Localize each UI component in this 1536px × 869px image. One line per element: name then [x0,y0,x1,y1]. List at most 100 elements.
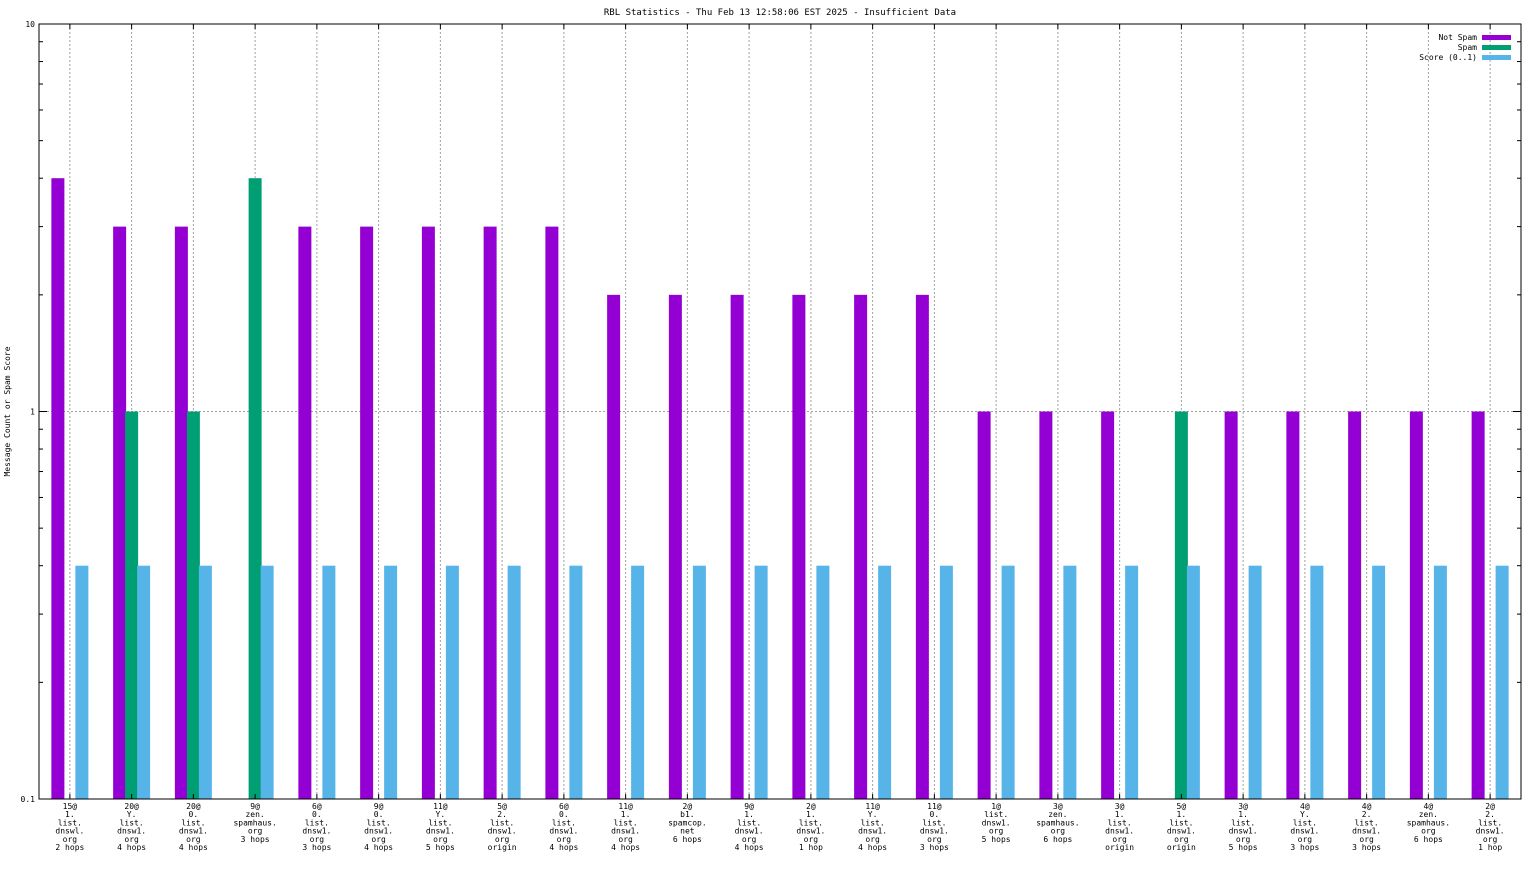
x-tick-label-line: dnsw1. [549,827,578,836]
x-tick-label-line: dnsw1. [611,827,640,836]
x-tick-label-line: list. [120,818,144,827]
x-tick-label-line: Y. [1300,810,1310,819]
x-tick-label-line: 2. [1362,810,1372,819]
bar-spam [125,411,139,799]
x-tick-label-line: dnsw1. [1229,827,1258,836]
x-tick-label-line: dnsw1. [179,827,208,836]
x-tick-label-line: org [618,835,633,844]
x-tick-label-line: org [557,835,572,844]
bar-not-spam [977,411,991,799]
x-tick-label-line: origin [1105,843,1134,852]
x-tick-label-line: list. [1355,818,1379,827]
bar-score-0-1 [384,565,398,799]
x-tick-label-line: dnsw1. [1290,827,1319,836]
x-tick-label-line: 2@ [1485,802,1495,811]
x-tick-label-line: 2@ [683,802,693,811]
bar-score-0-1 [569,565,583,799]
bar-not-spam [668,294,682,799]
x-tick-label-line: dnsw1. [302,827,331,836]
bar-not-spam [1409,411,1423,799]
x-tick-label-line: list. [737,818,761,827]
x-tick-label-line: list. [1478,818,1502,827]
x-tick-label: 4@ 2. list. dnsw1. org 3 hops [1352,802,1381,852]
x-tick-label-line: 0. [559,810,569,819]
x-tick-label: 15@ 1. list. dnswl. org 2 hops [55,802,84,852]
bar-score-0-1 [692,565,706,799]
x-tick-label-line: dnsw1. [796,827,825,836]
bar-not-spam [113,226,127,800]
x-tick-label-line: list. [305,818,329,827]
x-tick-label-line: 9@ [374,802,384,811]
bar-not-spam [1224,411,1238,799]
bar-score-0-1 [1125,565,1139,799]
x-tick-label-line: 3 hops [1290,843,1319,852]
x-tick-label-line: 20@ [186,802,201,811]
x-tick-label-line: 2. [1485,810,1495,819]
x-tick-label: 20@ 0. list. dnsw1. org 4 hops [179,802,208,852]
bar-not-spam [483,226,497,800]
x-tick-label-line: 3 hops [1352,843,1381,852]
bar-not-spam [792,294,806,799]
bar-score-0-1 [260,565,274,799]
x-tick-label-line: org [310,835,325,844]
x-tick-label-line: 4 hops [735,843,764,852]
x-tick-label-line: 1. [1115,810,1125,819]
x-tick-label-line: 0. [189,810,199,819]
legend-swatch [1482,55,1511,60]
bar-spam [248,178,262,799]
x-tick-label-line: 0. [312,810,322,819]
x-tick-label-line: 3 hops [241,835,270,844]
bar-not-spam [915,294,929,799]
x-tick-label-line: 1 hop [799,843,823,852]
x-tick-label-line: list. [181,818,205,827]
x-tick-label-line: zen. [245,810,264,819]
bar-not-spam [298,226,312,800]
bar-score-0-1 [507,565,521,799]
x-tick-label: 4@ Y. list. dnsw1. org 3 hops [1290,802,1319,852]
x-tick-label-line: 4 hops [364,843,393,852]
bar-spam [186,411,200,799]
bar-not-spam [51,178,65,799]
x-tick-label-line: dnsw1. [364,827,393,836]
x-tick-label-line: 1. [1238,810,1248,819]
x-tick-label-line: 3@ [1053,802,1063,811]
x-tick-label: 6@ 0. list. dnsw1. org 3 hops [302,802,331,852]
x-tick-label-line: org [1236,835,1251,844]
x-tick-label: 20@ Y. list. dnsw1. org 4 hops [117,802,146,852]
x-tick-label-line: 1. [1177,810,1187,819]
bar-spam [1174,411,1188,799]
x-tick-label-line: dnsw1. [735,827,764,836]
x-tick-label: 5@ 1. list. dnsw1. org origin [1167,802,1196,852]
x-tick-label-line: 3 hops [920,843,949,852]
bar-score-0-1 [1495,565,1509,799]
bar-not-spam [1101,411,1115,799]
x-tick-label-line: dnsw1. [1352,827,1381,836]
bar-not-spam [1286,411,1300,799]
x-tick-label-line: dnsw1. [1105,827,1134,836]
x-tick-label-line: org [1483,835,1498,844]
x-tick-label-line: dnsw1. [982,818,1011,827]
x-tick-label-line: list. [428,818,452,827]
x-tick-label: 9@ zen. spamhaus. org 3 hops [233,802,276,844]
bar-not-spam [360,226,374,800]
bar-score-0-1 [1186,565,1200,799]
x-tick-label-line: Y. [868,810,878,819]
bar-score-0-1 [754,565,768,799]
x-tick-label-line: zen. [1419,810,1438,819]
x-tick-label-line: list. [490,818,514,827]
bar-not-spam [607,294,621,799]
y-tick-label: 10 [25,20,35,29]
x-tick-label-line: 4@ [1362,802,1372,811]
x-tick-label-line: list. [1231,818,1255,827]
x-tick-label-line: org [124,835,139,844]
bar-not-spam [1348,411,1362,799]
bar-score-0-1 [939,565,953,799]
x-tick-label: 3@ zen. spamhaus. org 6 hops [1036,802,1079,844]
x-tick-label-line: b1. [680,810,694,819]
x-tick-label-line: dnsw1. [1476,827,1505,836]
x-tick-label-line: list. [614,818,638,827]
x-tick-label-line: org [1298,835,1313,844]
x-tick-label: 5@ 2. list. dnsw1. org origin [488,802,517,852]
